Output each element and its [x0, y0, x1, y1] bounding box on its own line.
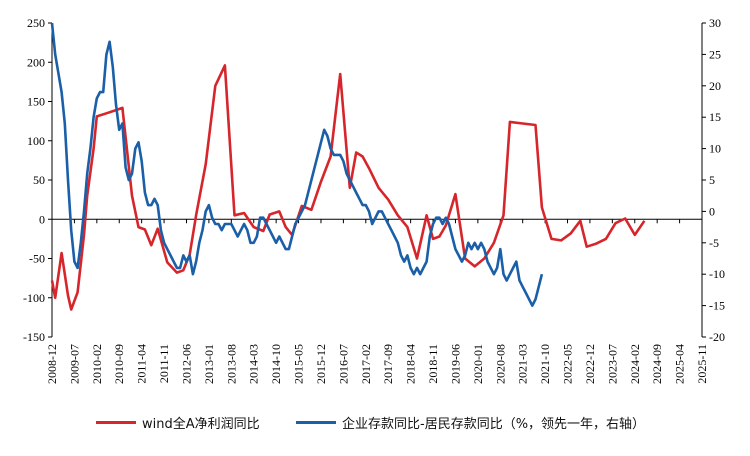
- right-tick-label: 10: [709, 142, 721, 156]
- legend-item-profit: wind全A净利润同比: [96, 413, 260, 432]
- left-tick-label: 150: [27, 95, 45, 109]
- x-tick-label: 2015-05: [292, 344, 306, 384]
- x-tick-label: 2013-08: [224, 344, 238, 384]
- left-tick-label: 0: [39, 212, 45, 226]
- x-tick-label: 2022-05: [561, 344, 575, 384]
- right-tick-label: -20: [709, 330, 725, 344]
- legend-swatch-red: [96, 421, 136, 424]
- left-tick-label: 50: [33, 173, 45, 187]
- x-tick-label: 2025-04: [673, 344, 687, 384]
- x-tick-label: 2021-03: [516, 344, 530, 384]
- legend: wind全A净利润同比 企业存款同比-居民存款同比（%，领先一年，右轴）: [0, 413, 750, 435]
- x-tick-label: 2014-10: [269, 344, 283, 384]
- left-tick-label: -100: [23, 291, 45, 305]
- x-tick-label: 2022-12: [583, 344, 597, 384]
- x-tick-label: 2023-07: [605, 344, 619, 384]
- left-tick-label: 250: [27, 16, 45, 30]
- left-tick-label: -150: [23, 330, 45, 344]
- right-tick-label: 0: [709, 204, 715, 218]
- x-tick-label: 2020-08: [493, 344, 507, 384]
- x-tick-label: 2021-10: [538, 344, 552, 384]
- x-tick-label: 2009-07: [67, 344, 81, 384]
- left-tick-label: 200: [27, 55, 45, 69]
- x-tick-label: 2010-02: [90, 344, 104, 384]
- legend-item-deposit: 企业存款同比-居民存款同比（%，领先一年，右轴）: [296, 413, 645, 432]
- x-tick-label: 2017-09: [381, 344, 395, 384]
- legend-swatch-blue: [296, 421, 336, 424]
- x-tick-label: 2015-12: [314, 344, 328, 384]
- x-tick-label: 2024-02: [628, 344, 642, 384]
- right-tick-label: 25: [709, 47, 721, 61]
- left-tick-label: 100: [27, 134, 45, 148]
- x-tick-label: 2025-11: [695, 344, 709, 384]
- right-tick-label: -10: [709, 267, 725, 281]
- legend-label-deposit: 企业存款同比-居民存款同比（%，领先一年，右轴）: [342, 417, 646, 432]
- series-line-deposit-spread: [50, 22, 544, 307]
- right-tick-label: 30: [709, 16, 721, 30]
- right-tick-label: 5: [709, 173, 715, 187]
- x-tick-label: 2019-06: [448, 344, 462, 384]
- x-tick-label: 2018-11: [426, 344, 440, 384]
- left-tick-label: -50: [29, 252, 45, 266]
- x-tick-label: 2017-02: [359, 344, 373, 384]
- x-tick-label: 2016-07: [336, 344, 350, 384]
- x-tick-label: 2012-06: [179, 344, 193, 384]
- right-tick-label: 20: [709, 79, 721, 93]
- x-tick-label: 2014-03: [247, 344, 261, 384]
- x-tick-label: 2020-01: [471, 344, 485, 384]
- right-tick-label: -15: [709, 299, 725, 313]
- series-line-net-profit: [50, 64, 646, 311]
- x-tick-label: 2018-04: [404, 344, 418, 384]
- right-tick-label: 15: [709, 110, 721, 124]
- x-tick-label: 2024-09: [650, 344, 664, 384]
- x-tick-label: 2013-01: [202, 344, 216, 384]
- x-tick-label: 2010-09: [112, 344, 126, 384]
- x-tick-label: 2011-04: [135, 344, 149, 384]
- right-tick-label: -5: [709, 236, 719, 250]
- x-tick-label: 2008-12: [45, 344, 59, 384]
- x-tick-label: 2011-11: [157, 344, 171, 383]
- legend-label-profit: wind全A净利润同比: [142, 417, 260, 432]
